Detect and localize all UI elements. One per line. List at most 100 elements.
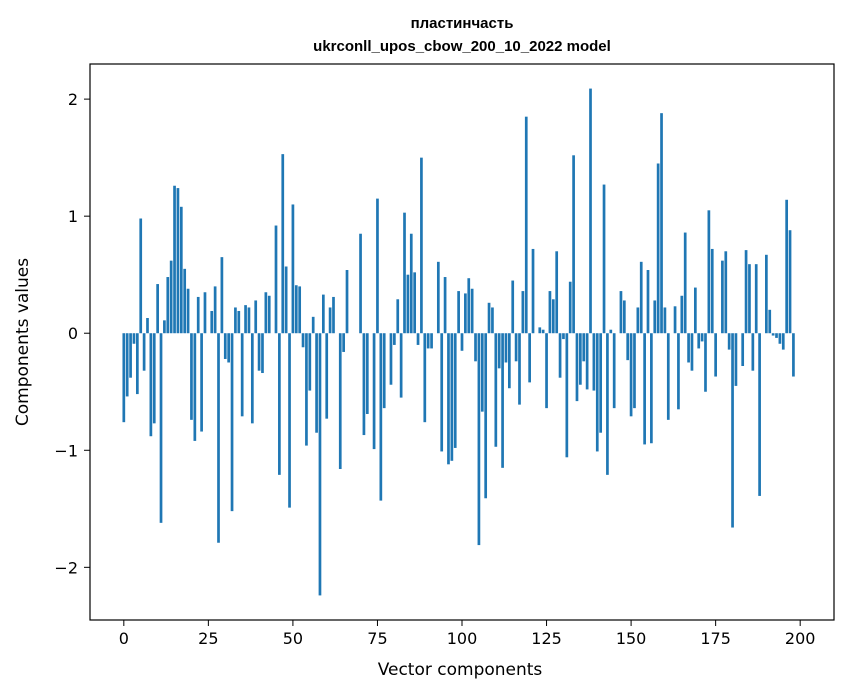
bar-86: [413, 272, 417, 334]
bar-99: [457, 291, 460, 334]
bar-103: [470, 288, 474, 334]
bar-33: [234, 307, 237, 334]
chart-title: пластинчасть: [411, 15, 514, 32]
y-axis-label: Components values: [13, 258, 33, 426]
bar-36: [244, 305, 247, 334]
y-axis-ticks: −2 −1 0 1 2: [54, 90, 90, 577]
bar-53: [301, 333, 305, 348]
bar-123: [538, 327, 542, 334]
x-axis-label: Vector components: [378, 660, 543, 680]
bar-180: [731, 333, 734, 528]
bar-18: [183, 268, 187, 334]
bar-172: [704, 333, 707, 392]
bar-20: [190, 333, 193, 420]
bar-32: [230, 333, 234, 512]
bar-119: [524, 116, 528, 334]
bar-41: [261, 333, 264, 374]
bar-177: [721, 260, 724, 334]
bar-118: [521, 291, 525, 334]
bar-35: [240, 333, 244, 417]
bar-154: [643, 333, 646, 445]
bar-152: [636, 307, 640, 334]
bars-group: [122, 88, 795, 596]
bar-179: [727, 333, 731, 350]
bar-12: [163, 320, 166, 334]
bar-97: [450, 333, 454, 461]
bar-197: [788, 230, 792, 334]
bar-113: [504, 333, 508, 363]
bar-192: [771, 333, 775, 336]
bar-3: [132, 333, 136, 344]
bar-45: [274, 225, 278, 334]
bar-188: [758, 333, 761, 496]
bar-136: [582, 333, 586, 362]
bar-125: [545, 333, 548, 409]
bar-121: [531, 248, 535, 334]
x-tick-label: 25: [198, 629, 218, 648]
bar-166: [683, 232, 687, 334]
bar-71: [362, 333, 366, 436]
bar-102: [467, 278, 471, 334]
bar-196: [785, 199, 789, 334]
bar-151: [633, 333, 636, 409]
bar-29: [220, 257, 224, 334]
bar-128: [555, 251, 559, 334]
bar-120: [528, 333, 531, 383]
x-tick-label: 100: [447, 629, 478, 648]
bar-49: [288, 333, 291, 508]
bar-161: [666, 333, 670, 420]
bar-6: [142, 333, 146, 371]
bar-48: [284, 266, 288, 334]
bar-43: [267, 295, 271, 334]
bar-163: [673, 306, 677, 334]
bar-87: [416, 333, 420, 345]
bar-117: [518, 333, 521, 405]
x-tick-label: 0: [119, 629, 129, 648]
bar-164: [677, 333, 680, 410]
bar-133: [572, 155, 575, 334]
x-tick-label: 50: [283, 629, 303, 648]
bar-155: [646, 270, 650, 334]
bar-160: [663, 307, 667, 334]
bar-85: [409, 233, 413, 334]
bar-157: [653, 300, 657, 334]
bar-138: [589, 88, 592, 334]
bar-75: [376, 198, 379, 334]
bar-143: [606, 333, 609, 475]
bar-94: [440, 333, 444, 452]
bar-80: [393, 333, 396, 345]
bar-26: [210, 310, 214, 334]
bar-62: [332, 296, 335, 334]
bar-169: [693, 287, 697, 334]
bar-142: [602, 184, 606, 334]
bar-55: [308, 333, 312, 391]
bar-47: [281, 154, 285, 334]
bar-46: [278, 333, 281, 475]
bar-83: [403, 212, 406, 334]
bar-15: [173, 185, 176, 334]
bar-139: [592, 333, 596, 391]
bar-76: [379, 333, 383, 501]
bar-30: [223, 333, 227, 359]
bar-140: [595, 333, 599, 452]
bar-153: [639, 261, 643, 334]
bar-186: [751, 333, 755, 371]
bar-198: [792, 333, 795, 377]
bar-13: [166, 277, 170, 334]
bar-145: [612, 333, 616, 409]
bar-148: [622, 300, 626, 334]
bar-111: [497, 333, 501, 369]
y-tick-label: 2: [68, 90, 78, 109]
bar-195: [781, 333, 785, 350]
bar-101: [464, 293, 467, 334]
bar-181: [734, 333, 738, 386]
bar-28: [217, 333, 220, 543]
y-tick-label: −2: [54, 558, 78, 577]
y-tick-label: 1: [68, 207, 78, 226]
bar-64: [338, 333, 342, 470]
bar-40: [257, 333, 261, 371]
bar-167: [687, 333, 690, 363]
bar-129: [558, 333, 562, 378]
bar-134: [575, 333, 579, 402]
